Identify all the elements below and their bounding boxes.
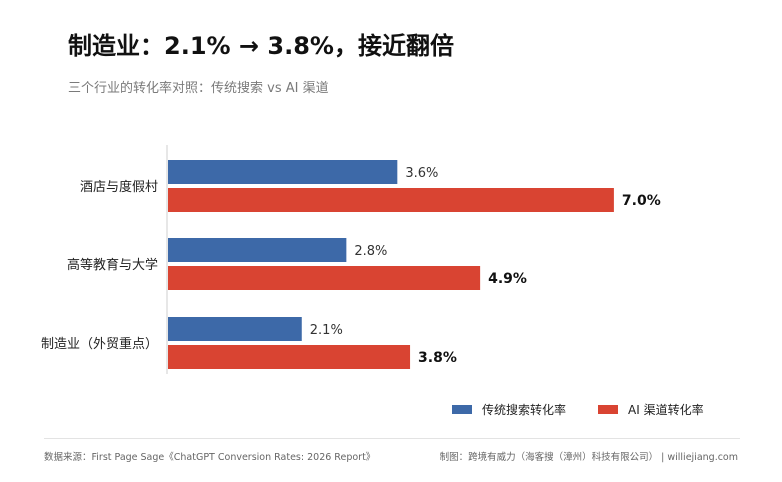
data-label-ai: 7.0%: [622, 193, 661, 209]
legend: 传统搜索转化率 AI 渠道转化率: [452, 402, 704, 417]
legend-label-traditional: 传统搜索转化率: [482, 402, 566, 417]
bar-traditional: [168, 238, 347, 262]
footer-source: 数据来源：First Page Sage《ChatGPT Conversion …: [44, 452, 376, 463]
data-label-traditional: 2.8%: [354, 244, 387, 259]
bars-group: 酒店与度假村 3.6% 7.0% 高等教育与大学 2.8% 4.9% 制造业（外贸重点） 2.…: [41, 160, 661, 369]
category-label: 高等教育与大学: [67, 257, 158, 273]
bar-traditional: [168, 160, 398, 184]
data-label-ai: 4.9%: [488, 271, 527, 287]
data-label-traditional: 2.1%: [310, 323, 343, 338]
data-label-traditional: 3.6%: [405, 166, 438, 181]
bar-ai: [168, 345, 411, 369]
footer-credit: 制图：跨境有威力（海客搜（漳州）科技有限公司） | williejiang.co…: [439, 452, 738, 463]
footer-divider: [44, 438, 740, 439]
category-label: 酒店与度假村: [80, 179, 158, 195]
legend-swatch-ai: [598, 405, 618, 414]
category-label: 制造业（外贸重点）: [41, 336, 158, 352]
bar-ai: [168, 188, 614, 212]
data-label-ai: 3.8%: [418, 350, 457, 366]
bar-ai: [168, 266, 481, 290]
legend-swatch-traditional: [452, 405, 472, 414]
legend-label-ai: AI 渠道转化率: [628, 402, 704, 417]
chart-title: 制造业：2.1% → 3.8%，接近翻倍: [68, 32, 454, 60]
bar-traditional: [168, 317, 302, 341]
chart-subtitle: 三个行业的转化率对照：传统搜索 vs AI 渠道: [68, 81, 329, 96]
